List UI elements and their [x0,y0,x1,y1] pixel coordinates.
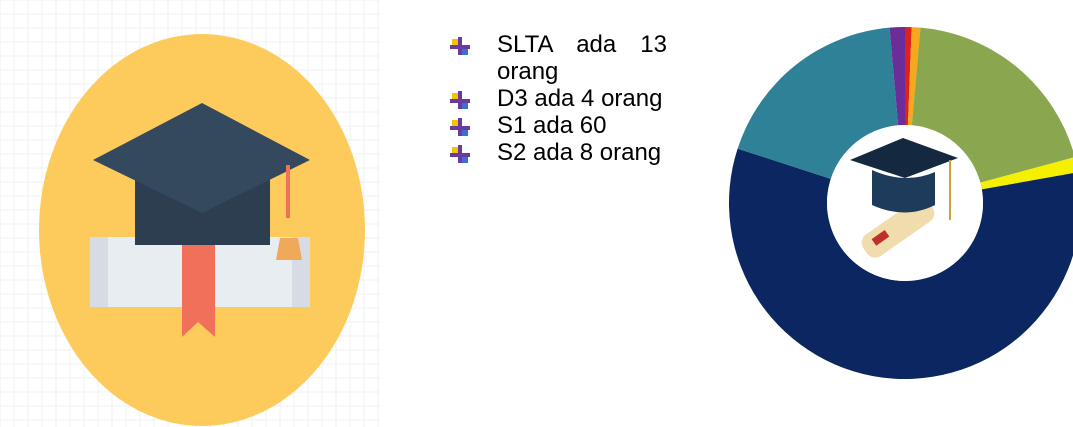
bullet-icon [450,145,470,163]
bullet-icon [450,118,470,136]
list-item: D3 ada 4 orang [450,85,667,112]
bullet-icon [450,37,470,55]
list-text: SLTA ada 13 orang [497,31,667,85]
list-item: S1 ada 60 [450,112,667,139]
list-item: S2 ada 8 orang [450,139,667,166]
list-item: SLTA ada 13 orang [450,31,667,85]
graduation-icon [39,34,365,426]
list-text: S1 ada 60 [497,112,606,139]
slide: SLTA ada 13 orangD3 ada 4 orangS1 ada 60… [0,0,1073,427]
donut-center [827,125,983,281]
bullet-icon [450,91,470,109]
list-text: S2 ada 8 orang [497,139,661,166]
list-text: D3 ada 4 orang [497,85,662,112]
